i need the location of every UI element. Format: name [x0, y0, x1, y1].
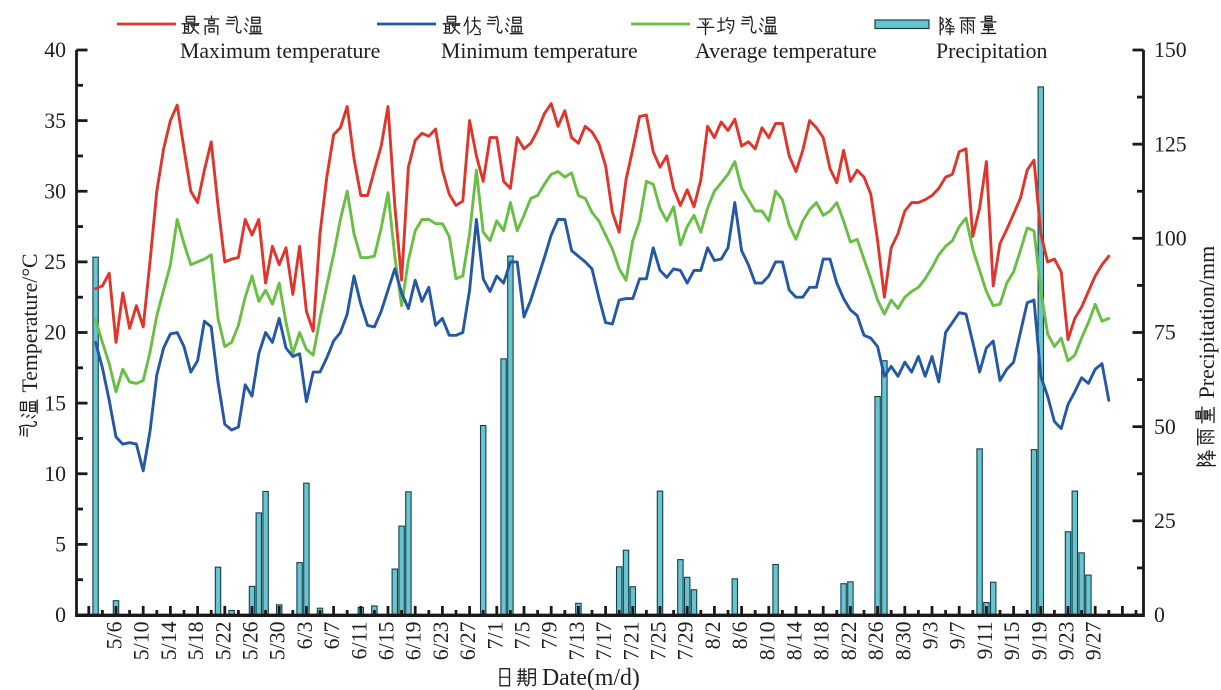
svg-text:5/18: 5/18 — [184, 621, 208, 660]
svg-text:5/6: 5/6 — [103, 621, 127, 649]
svg-text:8/30: 8/30 — [891, 621, 915, 660]
svg-text:40: 40 — [44, 38, 66, 62]
svg-text:7/13: 7/13 — [565, 621, 589, 660]
svg-text:100: 100 — [1154, 227, 1187, 251]
svg-text:Date(m/d): Date(m/d) — [542, 665, 640, 690]
svg-text:35: 35 — [44, 109, 66, 133]
svg-text:8/6: 8/6 — [728, 621, 752, 649]
svg-text:7/25: 7/25 — [647, 621, 671, 660]
svg-text:125: 125 — [1154, 132, 1187, 156]
svg-text:8/22: 8/22 — [837, 622, 861, 661]
svg-text:6/23: 6/23 — [429, 621, 453, 660]
svg-text:6/3: 6/3 — [293, 621, 317, 649]
svg-text:8/10: 8/10 — [755, 621, 779, 660]
svg-text:8/14: 8/14 — [783, 621, 807, 660]
svg-text:15: 15 — [44, 391, 66, 415]
svg-text:5/10: 5/10 — [130, 621, 154, 660]
svg-text:7/21: 7/21 — [619, 622, 643, 661]
svg-text:30: 30 — [44, 179, 66, 203]
svg-text:9/15: 9/15 — [1000, 621, 1024, 660]
svg-text:Minimum temperature: Minimum temperature — [441, 39, 638, 63]
svg-text:Precipitation/mm: Precipitation/mm — [1194, 246, 1219, 404]
svg-text:7/5: 7/5 — [511, 621, 535, 649]
svg-text:6/7: 6/7 — [320, 621, 344, 649]
svg-text:8/2: 8/2 — [701, 622, 725, 650]
svg-text:7/17: 7/17 — [592, 621, 616, 660]
svg-text:0: 0 — [1154, 603, 1165, 627]
svg-text:50: 50 — [1154, 415, 1176, 439]
svg-text:5/14: 5/14 — [157, 621, 181, 660]
svg-text:9/27: 9/27 — [1082, 621, 1106, 660]
svg-text:6/11: 6/11 — [347, 622, 371, 660]
svg-text:Maximum temperature: Maximum temperature — [180, 39, 380, 63]
svg-text:8/18: 8/18 — [810, 621, 834, 660]
svg-text:7/1: 7/1 — [483, 622, 507, 650]
svg-text:9/23: 9/23 — [1055, 621, 1079, 660]
svg-text:9/19: 9/19 — [1027, 622, 1051, 661]
svg-text:9/3: 9/3 — [919, 621, 943, 649]
svg-text:7/29: 7/29 — [674, 622, 698, 661]
svg-text:Average temperature: Average temperature — [695, 39, 877, 63]
svg-text:25: 25 — [1154, 509, 1176, 533]
svg-text:25: 25 — [44, 250, 66, 274]
svg-text:10: 10 — [44, 462, 66, 486]
svg-text:20: 20 — [44, 321, 66, 345]
svg-text:6/15: 6/15 — [375, 621, 399, 660]
svg-text:6/19: 6/19 — [402, 622, 426, 661]
svg-text:150: 150 — [1154, 38, 1187, 62]
svg-text:8/26: 8/26 — [864, 621, 888, 660]
svg-text:75: 75 — [1154, 321, 1176, 345]
svg-text:5/26: 5/26 — [239, 621, 263, 660]
svg-text:7/9: 7/9 — [538, 622, 562, 650]
svg-text:6/27: 6/27 — [456, 621, 480, 660]
svg-text:5: 5 — [55, 533, 66, 557]
svg-text:0: 0 — [55, 603, 66, 627]
svg-text:Precipitation: Precipitation — [936, 39, 1047, 63]
svg-text:Temperature/°C: Temperature/°C — [18, 253, 42, 398]
svg-text:5/22: 5/22 — [211, 622, 235, 661]
svg-text:5/30: 5/30 — [266, 621, 290, 660]
svg-text:9/7: 9/7 — [946, 621, 970, 649]
svg-text:9/11: 9/11 — [973, 622, 997, 660]
